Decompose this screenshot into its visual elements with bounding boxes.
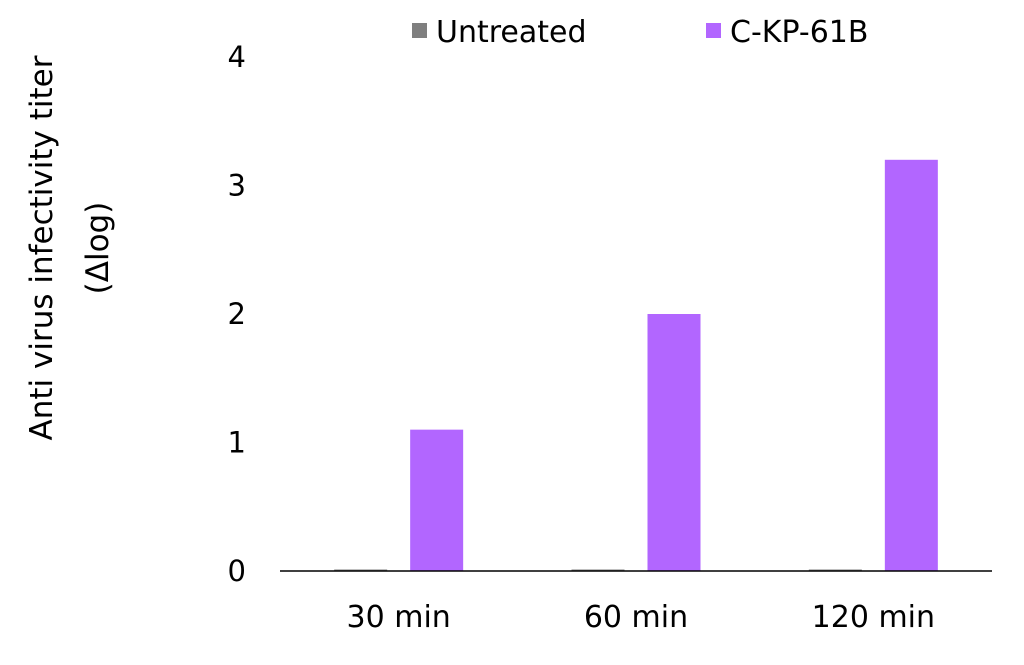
y-axis-ticks: 0 1 2 3 4 [228,40,246,588]
bar-c-kp-61b-1 [647,314,701,571]
bar-c-kp-61b-0 [410,429,464,571]
y-axis-title-line1: Anti virus infectivity titer [24,55,60,440]
y-tick-label: 2 [228,297,246,331]
y-tick-label: 4 [228,40,246,74]
y-axis-title-line2: (Δlog) [80,202,116,295]
legend-label-0: Untreated [436,15,587,50]
y-tick-label: 0 [228,554,246,588]
y-tick-label: 1 [228,426,246,460]
legend-swatch-1 [706,23,721,38]
bars [334,159,938,572]
legend-label-1: C-KP-61B [730,15,868,50]
bar-c-kp-61b-2 [884,159,938,572]
x-category-label: 120 min [812,600,935,635]
x-category-label: 30 min [347,600,451,635]
x-category-label: 60 min [584,600,688,635]
y-tick-label: 3 [228,169,246,203]
legend: Untreated C-KP-61B [412,15,868,50]
y-axis-title: Anti virus infectivity titer (Δlog) [24,55,116,440]
x-axis-labels: 30 min 60 min 120 min [347,600,936,635]
legend-swatch-0 [412,23,427,38]
